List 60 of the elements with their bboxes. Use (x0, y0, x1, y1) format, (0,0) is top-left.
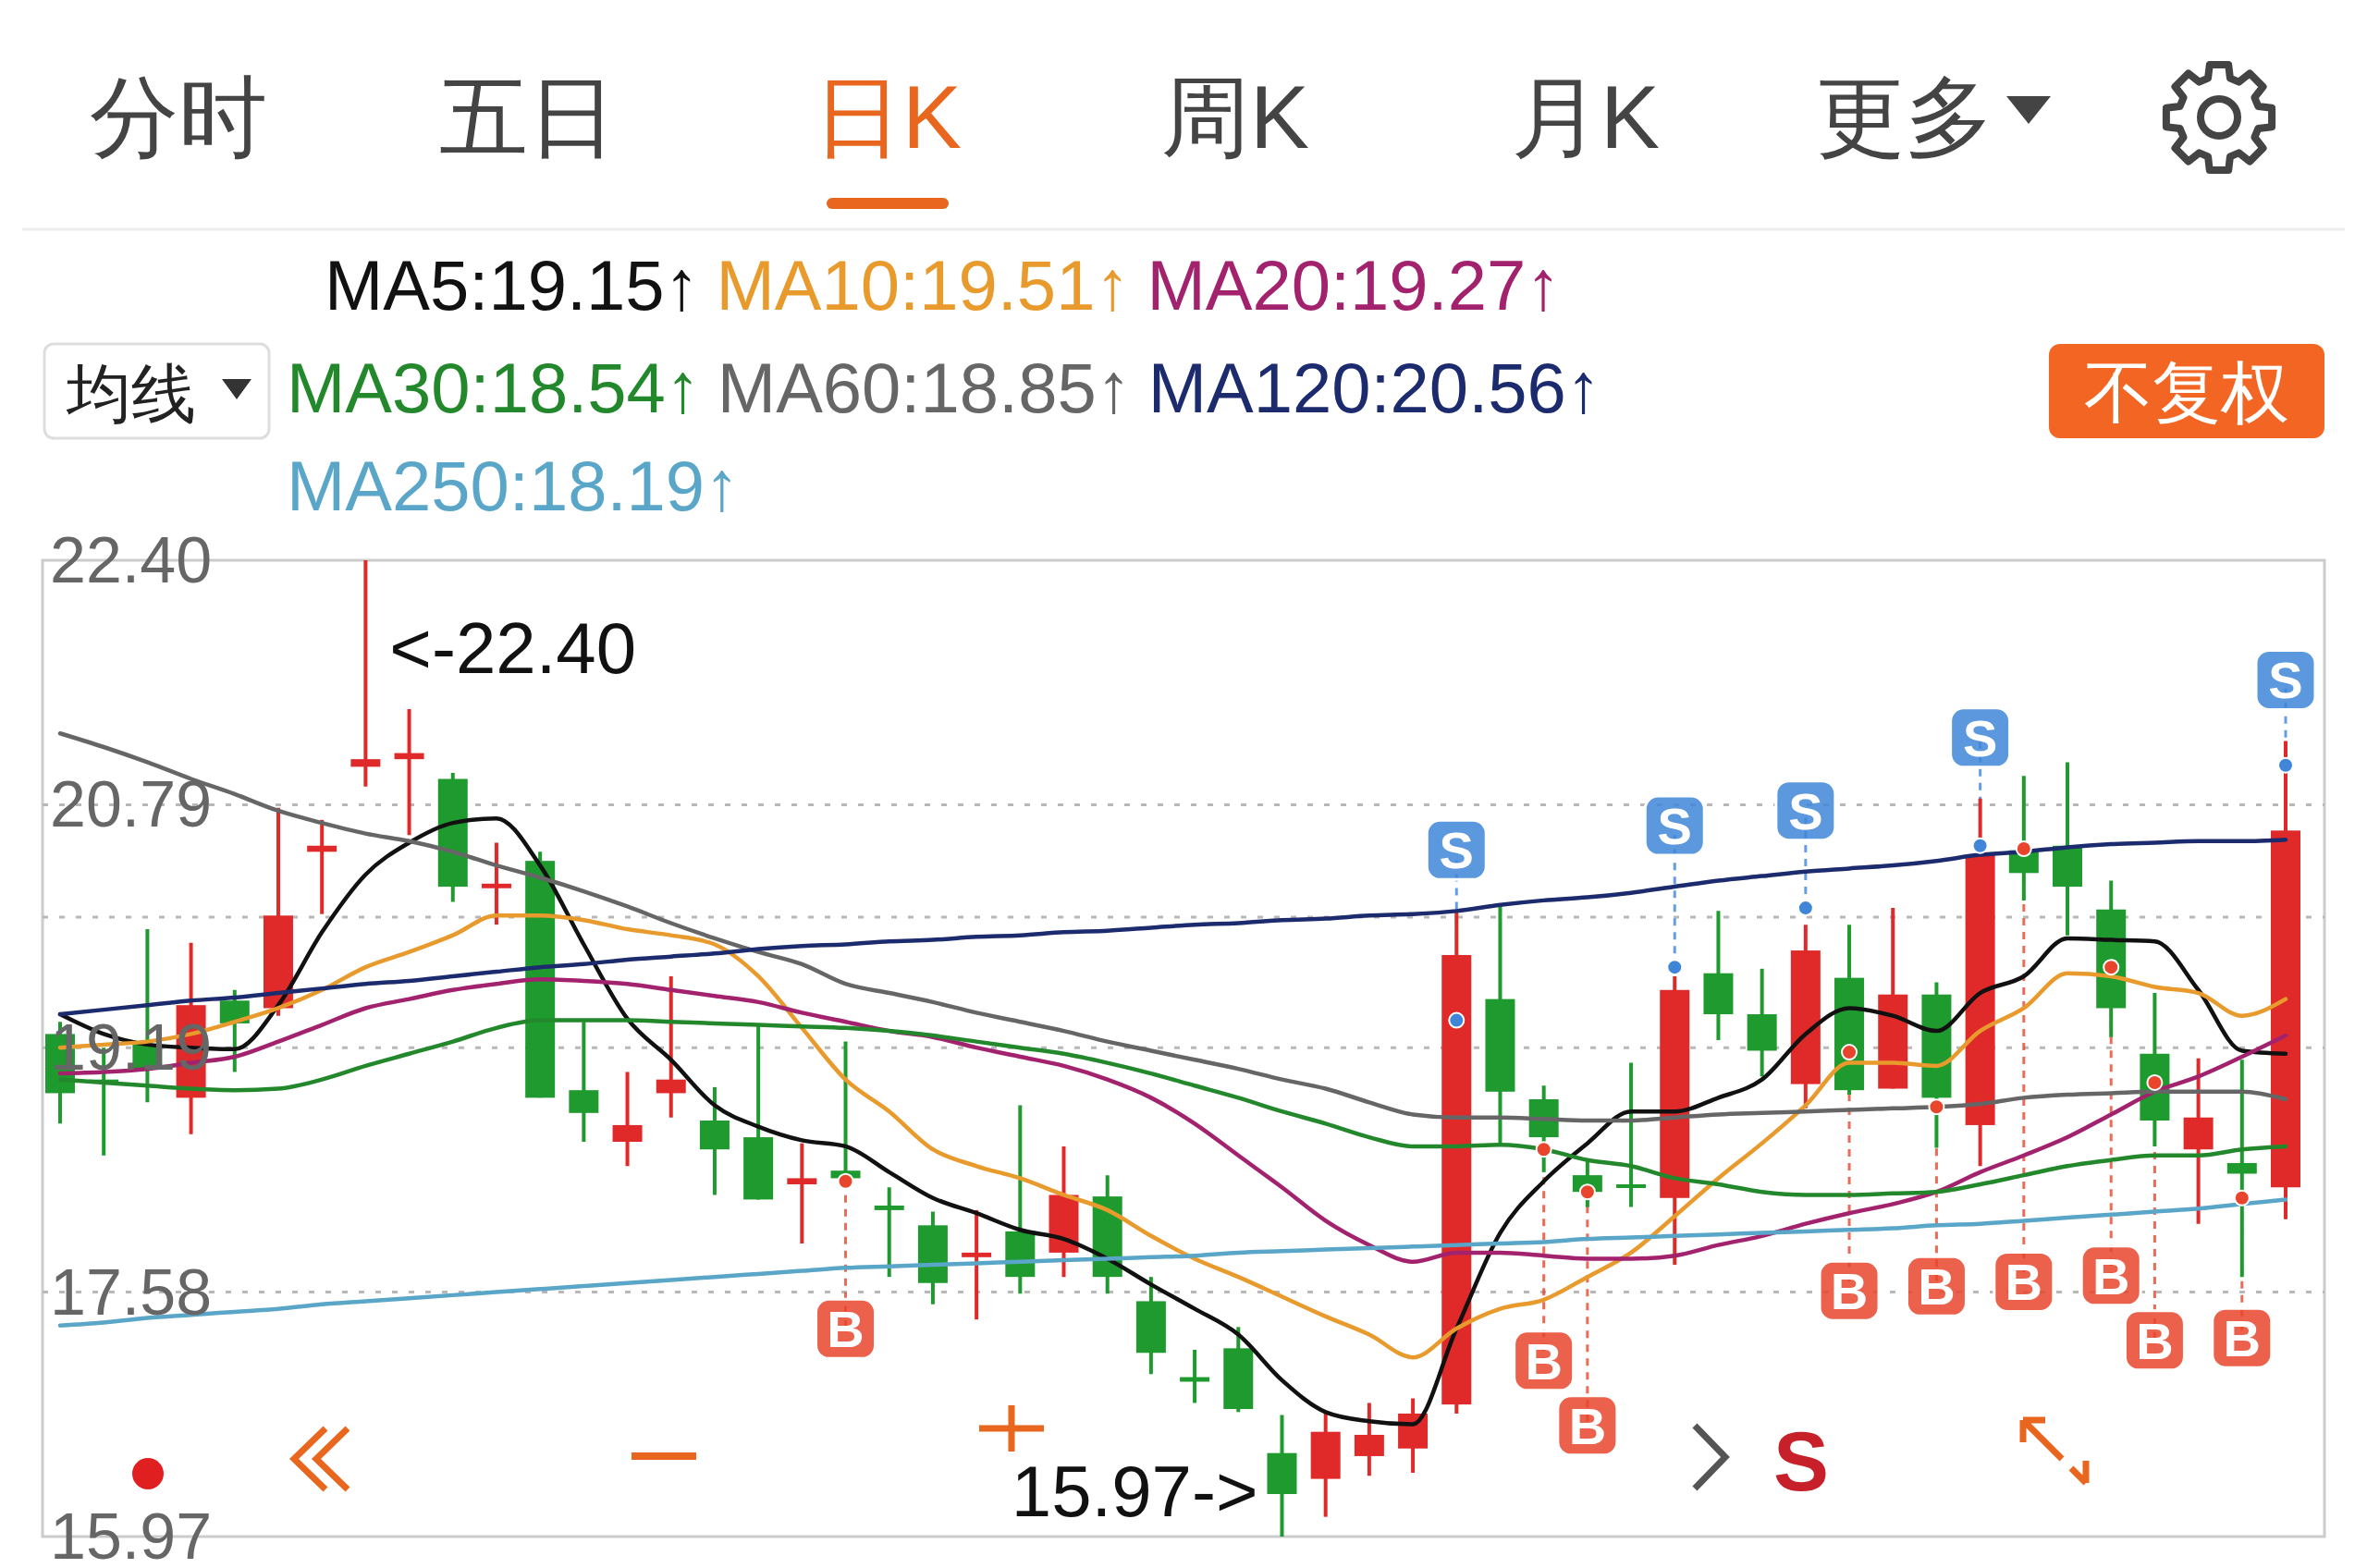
candlestick (656, 975, 686, 1118)
annotation: 15.97-> (1011, 1451, 1258, 1532)
candlestick (874, 1187, 904, 1278)
text: S (2268, 651, 2303, 710)
point (1666, 959, 1684, 976)
candlestick (481, 842, 511, 925)
candlestick (787, 1143, 817, 1244)
point (837, 1172, 854, 1190)
point (1928, 1098, 1945, 1116)
text: MA30:18.54↑ (287, 349, 701, 427)
point (1841, 1044, 1858, 1061)
text: B (2091, 1246, 2130, 1305)
text: MA10:19.51↑ (716, 246, 1131, 325)
y-tick-label: 19.19 (50, 1011, 213, 1084)
point (1448, 1011, 1466, 1029)
text: 周K (1160, 67, 1310, 166)
text: 均线 (66, 358, 196, 430)
point (2277, 756, 2294, 774)
text: S (1788, 781, 1823, 840)
y-tick-label: 20.79 (50, 768, 213, 841)
text: MA60:18.85↑ (717, 349, 1132, 427)
annotation: S (1439, 821, 1474, 880)
candlestick (307, 819, 337, 914)
text: S (1657, 797, 1692, 856)
text: MA250:18.19↑ (287, 447, 741, 525)
text: MA5:19.15↑ (325, 246, 700, 325)
text: 分时 (90, 67, 267, 166)
annotation: S (1772, 1415, 1830, 1508)
text: 不复权 (2084, 354, 2289, 431)
text: 更多 (1816, 67, 1993, 166)
candlestick (1616, 1062, 1647, 1207)
annotation: B (827, 1300, 865, 1359)
candlestick (394, 708, 424, 836)
text: MA20:19.27↑ (1147, 246, 1562, 325)
text: B (1830, 1262, 1869, 1321)
candlestick (612, 1072, 643, 1167)
candlestick (962, 1209, 992, 1320)
text: 月K (1511, 67, 1661, 166)
point (1797, 900, 1814, 917)
text: S (1962, 708, 1998, 767)
candlestick (350, 560, 381, 787)
text: 日K (813, 67, 963, 166)
text: B (1525, 1331, 1563, 1390)
point (2233, 1189, 2250, 1207)
point (2103, 959, 2120, 976)
point (1535, 1141, 1552, 1158)
text: B (2223, 1309, 2262, 1368)
text: B (1568, 1396, 1607, 1455)
point (2015, 840, 2032, 858)
text: MA120:20.56↑ (1147, 349, 1601, 427)
point (1971, 837, 1989, 854)
y-tick-label: 17.58 (50, 1256, 213, 1329)
point (1578, 1183, 1596, 1201)
y-tick-label: 22.40 (50, 524, 213, 596)
y-tick-label: 15.97 (50, 1501, 213, 1568)
annotation: <-22.40 (389, 607, 637, 689)
text: B (2005, 1253, 2043, 1312)
text: 五日 (439, 67, 617, 166)
text: B (1918, 1257, 1956, 1317)
text: B (2136, 1311, 2174, 1370)
